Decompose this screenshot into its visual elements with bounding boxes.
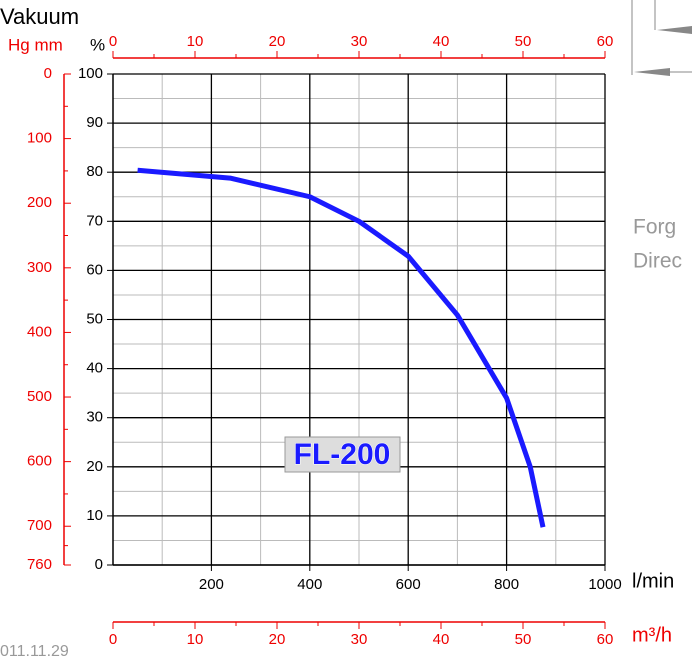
y2-tick-label: 400 — [27, 323, 52, 340]
annotation-box — [284, 436, 401, 473]
date: 011.11.29 — [0, 643, 69, 657]
x2-tick-label: 10 — [187, 33, 204, 50]
y-tick-label: 90 — [86, 114, 103, 131]
x2-tick-label: 30 — [351, 33, 368, 50]
x2-tick-label: 30 — [351, 631, 368, 648]
x2-tick-label: 0 — [109, 33, 117, 50]
y2-tick-label: 600 — [27, 453, 52, 470]
x2-tick-label: 50 — [515, 33, 532, 50]
y2-tick-label: 200 — [27, 194, 52, 211]
y-tick-label: 50 — [86, 310, 103, 327]
x-tick-label: 800 — [494, 576, 519, 593]
y-tick-label: 100 — [78, 65, 103, 82]
chart-title: Vakuum — [0, 4, 79, 29]
x2-tick-label: 0 — [109, 631, 117, 648]
x-tick-label: 400 — [297, 576, 322, 593]
curve — [137, 167, 546, 528]
y2-tick-label: 760 — [27, 556, 52, 573]
x2-tick-label: 60 — [597, 33, 614, 50]
x-tick-label: 200 — [199, 576, 224, 593]
y2-label: Hg mm — [8, 35, 63, 54]
side-text: Direc — [633, 250, 682, 273]
y-tick-label: 70 — [86, 212, 103, 229]
x2-tick-label: 40 — [433, 631, 450, 648]
y-tick-label: 0 — [95, 556, 103, 573]
x2-tick-label: 40 — [433, 33, 450, 50]
x2-tick-label: 20 — [269, 631, 286, 648]
x2-tick-label: 60 — [597, 631, 614, 648]
x-label: l/min — [632, 570, 674, 592]
y2-tick-label: 100 — [27, 130, 52, 147]
arrow — [657, 26, 692, 34]
y-tick-label: 40 — [86, 360, 103, 377]
y-label: % — [90, 35, 105, 54]
side-text: Forg — [633, 216, 676, 239]
y-tick-label: 30 — [86, 409, 103, 426]
y2-tick-label: 500 — [27, 388, 52, 405]
y-tick-label: 10 — [86, 507, 103, 524]
y2-tick-label: 300 — [27, 259, 52, 276]
y2-tick-label: 700 — [27, 517, 52, 534]
x2-tick-label: 50 — [515, 631, 532, 648]
x2-tick-label: 20 — [269, 33, 286, 50]
x2-tick-label: 10 — [187, 631, 204, 648]
y-tick-label: 80 — [86, 163, 103, 180]
y-tick-label: 60 — [86, 261, 103, 278]
annotation: FL-200 — [294, 438, 391, 471]
x-tick-label: 600 — [396, 576, 421, 593]
y2-tick-label: 0 — [44, 65, 52, 82]
x2-label: m³/h — [632, 624, 672, 646]
x-tick-label: 1000 — [588, 576, 621, 593]
y-tick-label: 20 — [86, 458, 103, 475]
arrow — [634, 68, 670, 76]
